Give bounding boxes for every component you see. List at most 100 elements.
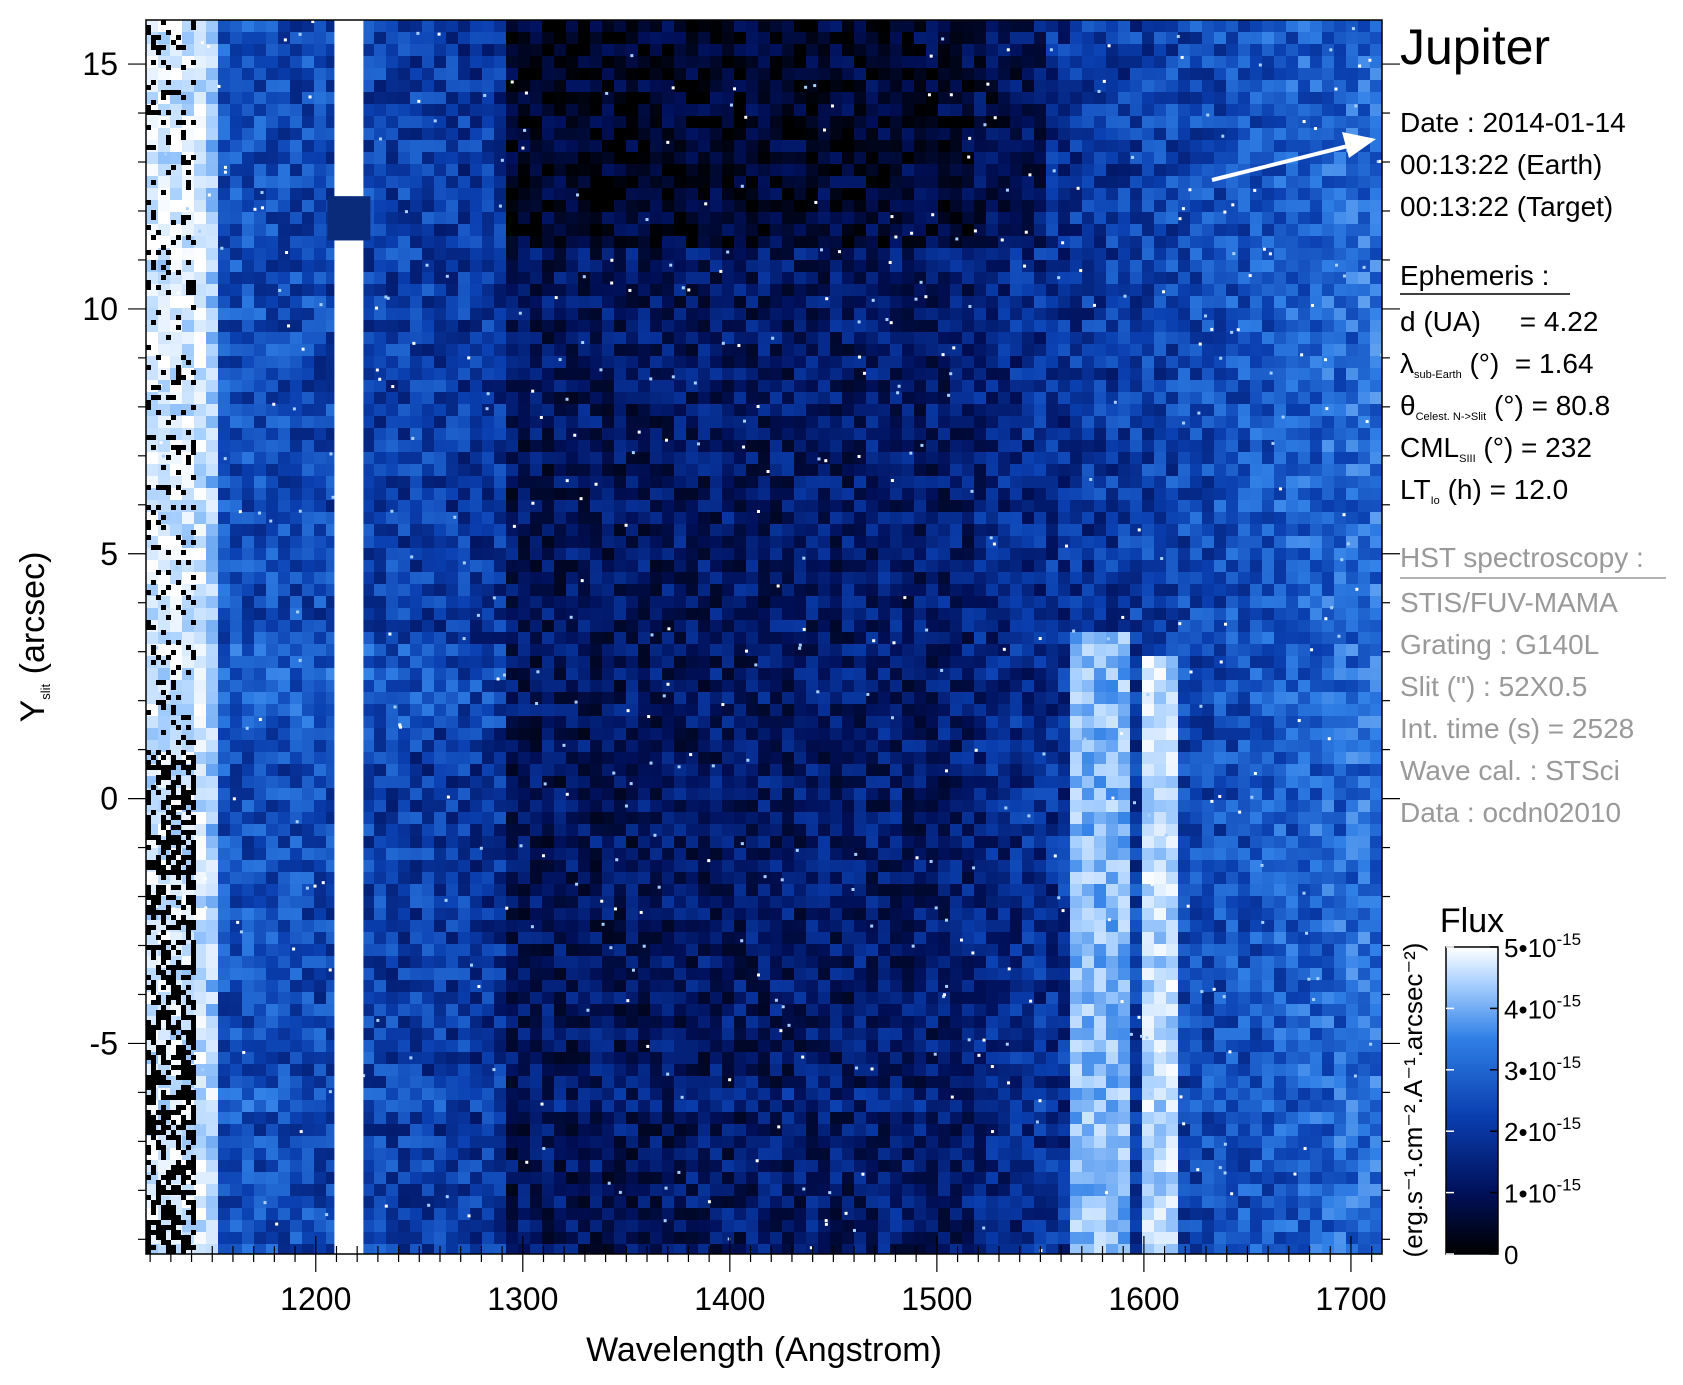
heatmap-cell <box>314 956 326 968</box>
heatmap-cell <box>518 884 530 896</box>
heatmap-cell <box>614 476 626 488</box>
heatmap-cell <box>578 260 590 272</box>
heatmap-cell <box>470 32 482 44</box>
heatmap-cell <box>578 968 590 980</box>
heatmap-cell <box>710 788 722 800</box>
heatmap-cell <box>374 812 386 824</box>
heatmap-cell <box>722 404 734 416</box>
heatmap-cell <box>698 788 710 800</box>
heatmap-cell <box>494 1028 506 1040</box>
heatmap-cell <box>242 140 254 152</box>
heatmap-cell <box>374 1064 386 1076</box>
heatmap-cell <box>278 812 290 824</box>
heatmap-cell <box>686 200 698 212</box>
heatmap-cell <box>170 584 182 596</box>
heatmap-cell <box>434 956 446 968</box>
heatmap-cell <box>530 1112 542 1124</box>
heatmap-cell <box>410 524 422 536</box>
heatmap-cell <box>566 92 578 104</box>
heatmap-cell <box>434 620 446 632</box>
heatmap-cell <box>434 284 446 296</box>
heatmap-cell <box>410 560 422 572</box>
heatmap-cell <box>494 1004 506 1016</box>
heatmap-cell <box>170 200 182 212</box>
heatmap-cell <box>494 1088 506 1100</box>
heatmap-cell <box>710 920 722 932</box>
heatmap-cell <box>266 1172 278 1184</box>
heatmap-cell <box>482 200 494 212</box>
heatmap-cell <box>362 848 374 860</box>
heatmap-cell <box>662 752 674 764</box>
heatmap-cell <box>674 92 686 104</box>
heatmap-cell <box>446 44 458 56</box>
heatmap-cell <box>266 908 278 920</box>
heatmap-cell <box>590 296 602 308</box>
heatmap-cell <box>398 404 410 416</box>
heatmap-cell <box>710 260 722 272</box>
heatmap-cell <box>386 128 398 140</box>
heatmap-cell <box>674 536 686 548</box>
heatmap-cell <box>686 176 698 188</box>
heatmap-cell <box>266 356 278 368</box>
heatmap-cell <box>398 296 410 308</box>
heatmap-cell <box>302 1088 314 1100</box>
heatmap-cell <box>650 548 662 560</box>
heatmap-cell <box>566 608 578 620</box>
heatmap-cell <box>686 536 698 548</box>
heatmap-cell <box>578 284 590 296</box>
heatmap-cell <box>206 320 218 332</box>
heatmap-cell <box>434 308 446 320</box>
heatmap-cell <box>590 224 602 236</box>
heatmap-cell <box>662 500 674 512</box>
heatmap-cell <box>686 776 698 788</box>
heatmap-cell <box>578 44 590 56</box>
heatmap-cell <box>566 32 578 44</box>
heatmap-cell <box>686 1016 698 1028</box>
heatmap-cell <box>542 500 554 512</box>
heatmap-cell <box>494 560 506 572</box>
heatmap-cell <box>578 236 590 248</box>
heatmap-cell <box>194 272 206 284</box>
heatmap-cell <box>266 92 278 104</box>
heatmap-cell <box>194 1184 206 1196</box>
heatmap-cell <box>266 932 278 944</box>
heatmap-cell <box>434 944 446 956</box>
heatmap-cell <box>434 32 446 44</box>
heatmap-cell <box>314 1124 326 1136</box>
heatmap-cell <box>710 500 722 512</box>
heatmap-cell <box>590 1160 602 1172</box>
heatmap-cell <box>194 152 206 164</box>
heatmap-cell <box>662 692 674 704</box>
heatmap-cell <box>218 296 230 308</box>
heatmap-cell <box>458 248 470 260</box>
heatmap-cell <box>362 1064 374 1076</box>
heatmap-cell <box>518 1172 530 1184</box>
heatmap-cell <box>650 404 662 416</box>
heatmap-cell <box>686 44 698 56</box>
heatmap-cell <box>398 896 410 908</box>
heatmap-cell <box>218 668 230 680</box>
heatmap-cell <box>266 464 278 476</box>
heatmap-cell <box>266 1100 278 1112</box>
heatmap-cell <box>446 704 458 716</box>
heatmap-cell <box>266 416 278 428</box>
heatmap-cell <box>278 284 290 296</box>
heatmap-cell <box>218 1136 230 1148</box>
heatmap-cell <box>506 152 518 164</box>
heatmap-cell <box>374 20 386 32</box>
heatmap-cell <box>602 860 614 872</box>
heatmap-cell <box>530 1136 542 1148</box>
heatmap-cell <box>554 56 566 68</box>
heatmap-cell <box>590 1148 602 1160</box>
heatmap-cell <box>710 1244 722 1254</box>
heatmap-cell <box>614 896 626 908</box>
heatmap-cell <box>566 968 578 980</box>
heatmap-cell <box>566 284 578 296</box>
heatmap-cell <box>242 608 254 620</box>
heatmap-cell <box>230 608 242 620</box>
heatmap-cell <box>422 500 434 512</box>
heatmap-cell <box>698 704 710 716</box>
heatmap-cell <box>398 332 410 344</box>
heatmap-cell <box>266 1232 278 1244</box>
heatmap-cell <box>494 416 506 428</box>
